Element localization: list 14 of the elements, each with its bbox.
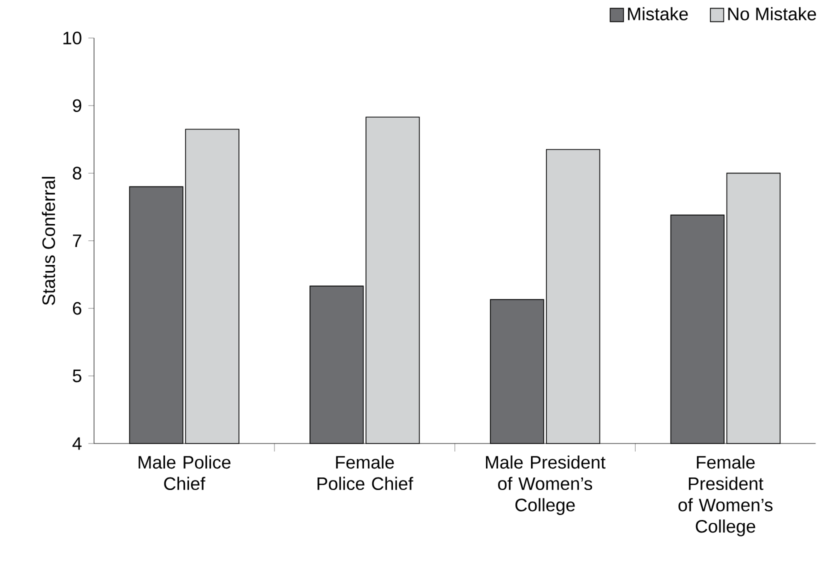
y-tick-label: 10 [63, 32, 82, 44]
x-tick-label: Female President of Women’s College [678, 455, 773, 536]
x-tick-label: Male President of Women’s College [486, 455, 606, 515]
y-tick-label: 8 [72, 166, 82, 180]
y-tick-label: 9 [72, 99, 82, 112]
y-tick-label: 6 [72, 302, 82, 315]
x-tick-label: Male Police Chief [138, 455, 230, 490]
y-axis-title: Status Conferral [42, 176, 56, 305]
legend-label: No Mistake [728, 7, 816, 20]
legend-label: Mistake [628, 7, 688, 20]
y-tick-label: 7 [72, 234, 82, 247]
y-tick-label: 5 [72, 370, 82, 382]
y-tick-label: 4 [72, 437, 82, 450]
x-tick-label: Female Police Chief [318, 455, 414, 490]
